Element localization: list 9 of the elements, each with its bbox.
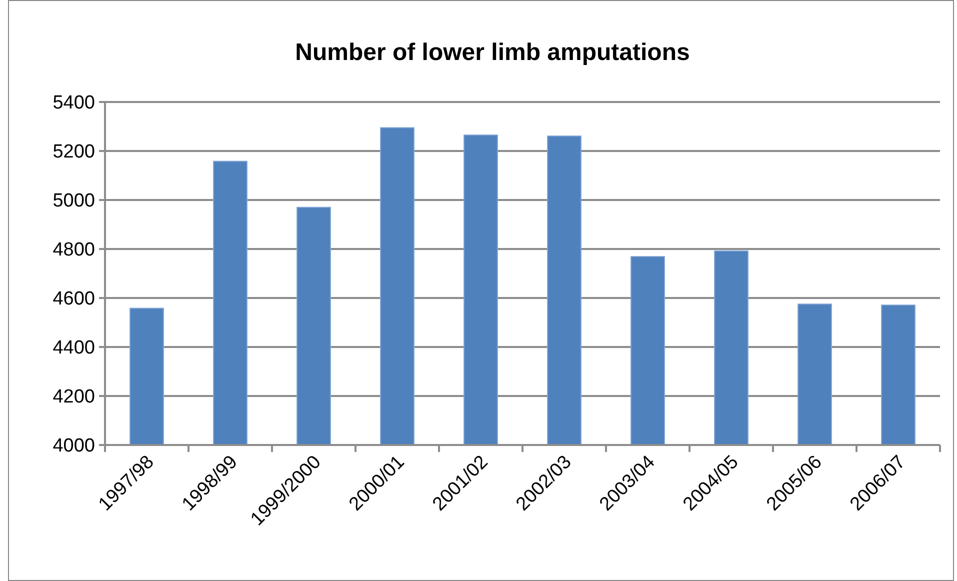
- chart-title: Number of lower limb amputations: [295, 39, 690, 66]
- y-tick-label: 4000: [52, 436, 95, 457]
- y-tick-label: 4200: [52, 386, 95, 408]
- y-tick-label: 5400: [52, 92, 95, 114]
- y-tick-label: 4800: [52, 240, 95, 261]
- y-tick-label: 4400: [52, 338, 95, 359]
- y-tick-label: 5200: [52, 142, 95, 163]
- y-tick-label: 4600: [52, 288, 95, 310]
- y-tick-label: 5000: [52, 190, 95, 212]
